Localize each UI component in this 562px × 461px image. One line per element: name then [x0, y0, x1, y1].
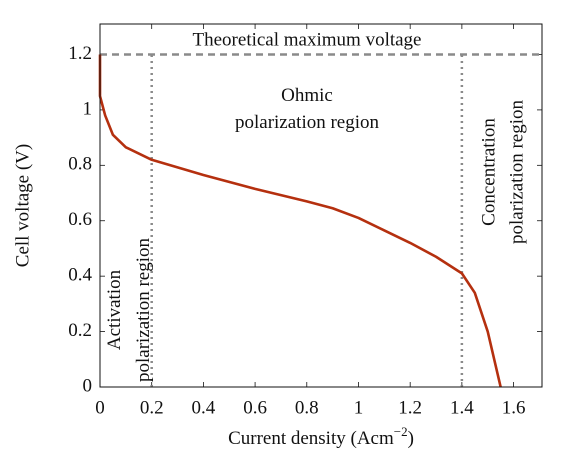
x-axis-label: Current density (Acm−2)	[228, 424, 414, 449]
x-tick-label: 0.6	[243, 397, 267, 418]
annotation-text: polarization region	[133, 237, 154, 382]
data-line	[98, 54, 502, 388]
annotation-text: Concentration	[478, 118, 499, 226]
y-tick-label: 1	[83, 98, 93, 119]
x-tick-label: 0.4	[192, 397, 216, 418]
x-tick-label: 0.2	[140, 397, 164, 418]
y-tick-label: 1.2	[68, 43, 92, 64]
x-tick-label: 0	[95, 397, 105, 418]
x-tick-label: 1	[354, 397, 364, 418]
y-axis-label: Cell voltage (V)	[12, 144, 33, 267]
y-tick-label: 0.2	[68, 320, 92, 341]
annotation-text: Activation	[104, 269, 125, 350]
x-tick-label: 0.8	[295, 397, 319, 418]
x-axis-label-part: )	[408, 428, 414, 449]
plot-frame	[99, 23, 543, 388]
annotation: Activation polarization region	[104, 237, 154, 382]
x-axis-label-part: −2	[394, 424, 408, 439]
annotation-text: Ohmic	[281, 85, 333, 106]
annotation: Theoretical maximum voltage	[193, 29, 422, 50]
y-tick-label: 0	[83, 375, 93, 396]
annotation-text: polarization region	[235, 112, 380, 133]
y-tick-label: 0.6	[68, 209, 92, 230]
x-axis-label-part: Current density (Acm	[228, 428, 394, 449]
annotation-text: polarization region	[506, 99, 527, 244]
annotation: Ohmic polarization region	[235, 85, 380, 133]
annotation-text: Theoretical maximum voltage	[193, 29, 422, 50]
x-tick-label: 1.2	[398, 397, 422, 418]
x-tick-label: 1.4	[450, 397, 474, 418]
x-tick-label: 1.6	[502, 397, 526, 418]
annotation: Concentration polarization region	[478, 99, 527, 244]
y-tick-label: 0.8	[68, 154, 92, 175]
y-tick-label: 0.4	[68, 265, 92, 286]
